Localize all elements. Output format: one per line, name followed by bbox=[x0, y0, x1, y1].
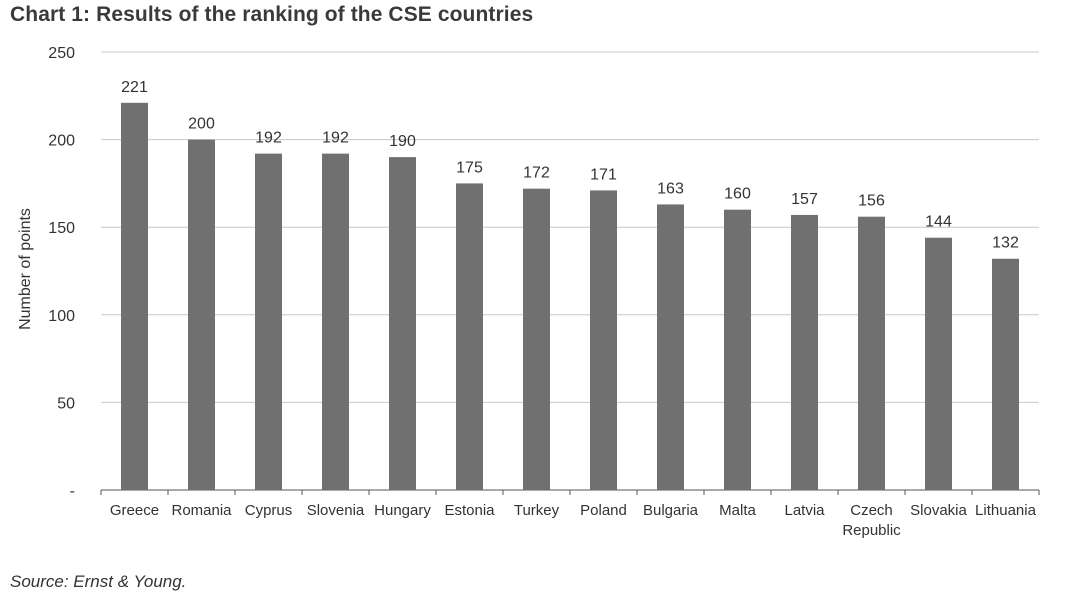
gridlines bbox=[101, 51, 1039, 403]
bar bbox=[255, 153, 282, 490]
category-label: Poland bbox=[580, 502, 627, 519]
data-label: 171 bbox=[590, 166, 617, 183]
labels: 221 Greece 200 Romania 192 Cyprus 192 Slovenia 1… bbox=[110, 79, 1037, 539]
bar bbox=[724, 209, 751, 490]
bar bbox=[657, 204, 684, 490]
data-label: 172 bbox=[523, 165, 550, 182]
chart-title: Chart 1: Results of the ranking of the C… bbox=[10, 3, 534, 26]
data-label: 190 bbox=[389, 133, 416, 150]
data-label: 144 bbox=[925, 214, 952, 231]
category-label: Slovakia bbox=[910, 502, 967, 519]
bar bbox=[389, 157, 416, 490]
bar bbox=[791, 214, 818, 490]
category-label: Malta bbox=[719, 502, 756, 519]
y-tick-label: 150 bbox=[48, 220, 75, 237]
category-label: Bulgaria bbox=[643, 502, 699, 519]
y-tick-label: - bbox=[70, 483, 75, 500]
data-label: 192 bbox=[255, 130, 282, 147]
data-label: 157 bbox=[791, 191, 818, 208]
category-label: Latvia bbox=[784, 502, 825, 519]
bar bbox=[590, 190, 617, 490]
category-label: Romania bbox=[171, 502, 232, 519]
data-label: 200 bbox=[188, 116, 215, 133]
category-label: Cyprus bbox=[245, 502, 293, 519]
category-label: Greece bbox=[110, 502, 159, 519]
data-label: 192 bbox=[322, 130, 349, 147]
category-label: Republic bbox=[842, 522, 901, 539]
category-label: Lithuania bbox=[975, 502, 1037, 519]
bar bbox=[858, 216, 885, 491]
data-label: 163 bbox=[657, 180, 684, 197]
bars bbox=[121, 102, 1019, 491]
bar bbox=[456, 183, 483, 490]
bar bbox=[992, 258, 1019, 490]
y-tick-label: 50 bbox=[57, 395, 75, 412]
axes: - 50 100 150 200 250 Number of points bbox=[17, 45, 1040, 500]
bar bbox=[188, 139, 215, 490]
data-label: 160 bbox=[724, 186, 751, 203]
data-label: 132 bbox=[992, 235, 1019, 252]
y-tick-label: 250 bbox=[48, 45, 75, 62]
category-label: Estonia bbox=[444, 502, 495, 519]
data-label: 175 bbox=[456, 159, 483, 176]
bar bbox=[523, 188, 550, 490]
category-label: Czech bbox=[850, 502, 893, 519]
y-tick-label: 200 bbox=[48, 133, 75, 150]
source-note: Source: Ernst & Young. bbox=[10, 572, 187, 591]
category-label: Turkey bbox=[514, 502, 560, 519]
bar bbox=[121, 102, 148, 491]
y-tick-label: 100 bbox=[48, 308, 75, 325]
data-label: 221 bbox=[121, 79, 148, 96]
category-label: Slovenia bbox=[307, 502, 365, 519]
bar bbox=[925, 237, 952, 490]
y-axis-title: Number of points bbox=[17, 208, 34, 330]
category-label: Hungary bbox=[374, 502, 431, 519]
data-label: 156 bbox=[858, 193, 885, 210]
bar bbox=[322, 153, 349, 490]
